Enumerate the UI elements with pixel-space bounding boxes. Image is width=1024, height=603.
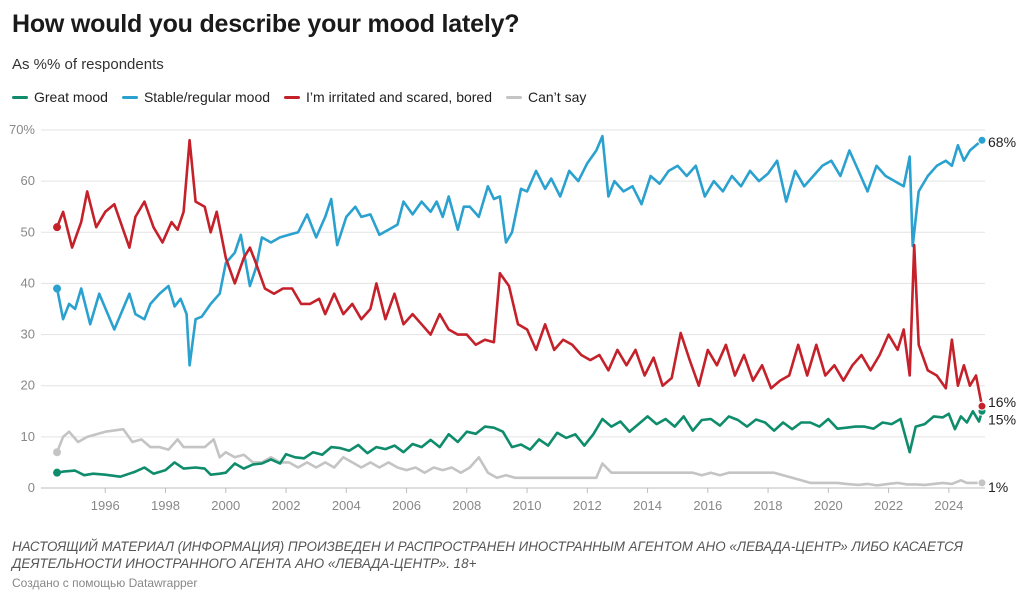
end-label-stable-mood: 68% (988, 134, 1016, 150)
legend-label: Can’t say (528, 89, 587, 105)
end-label-cant-say: 1% (988, 479, 1008, 495)
x-tick-label: 2012 (573, 498, 602, 513)
legend-item-irritated: I’m irritated and scared, bored (284, 89, 492, 105)
series-start-dot-irritated (53, 223, 62, 232)
x-tick-label: 2010 (513, 498, 542, 513)
y-tick-label: 70% (9, 122, 35, 137)
series-end-dot-cant-say (977, 478, 987, 488)
end-label-irritated: 16% (988, 394, 1016, 410)
y-tick-label: 60 (21, 173, 35, 188)
series-line-cant-say (55, 427, 984, 487)
legend-label: Great mood (34, 89, 108, 105)
chart-subtitle: As %% of respondents (12, 56, 164, 73)
y-tick-label: 0 (28, 480, 35, 495)
series-end-dot-stable-mood (977, 135, 987, 145)
y-tick-label: 10 (21, 429, 35, 444)
x-tick-label: 2022 (874, 498, 903, 513)
x-tick-label: 2000 (211, 498, 240, 513)
x-tick-label: 2002 (272, 498, 301, 513)
y-tick-label: 20 (21, 378, 35, 393)
chart-title: How would you describe your mood lately? (12, 10, 520, 38)
y-tick-label: 40 (21, 275, 35, 290)
x-tick-label: 2008 (452, 498, 481, 513)
x-tick-label: 2018 (754, 498, 783, 513)
x-tick-label: 2020 (814, 498, 843, 513)
series-start-dot-cant-say (53, 448, 62, 457)
series-line-irritated (55, 138, 984, 408)
y-tick-label: 30 (21, 327, 35, 342)
legend-item-stable-mood: Stable/regular mood (121, 89, 271, 105)
end-label-great-mood: 15% (988, 411, 1016, 427)
legend: Great mood Stable/regular mood I’m irrit… (12, 89, 586, 105)
legend-swatch (12, 95, 28, 99)
legend-label: Stable/regular mood (143, 89, 271, 105)
x-tick-label: 2006 (392, 498, 421, 513)
legend-item-cant-say: Can’t say (506, 89, 586, 105)
x-tick-label: 2024 (934, 498, 963, 513)
x-tick-label: 1998 (151, 498, 180, 513)
line-chart: 0 10 20 30 40 50 60 70% 1996 1998 2000 2002 2004 2006… (9, 122, 1016, 513)
x-tick-label: 2016 (693, 498, 722, 513)
x-tick-label: 1996 (91, 498, 120, 513)
y-tick-label: 50 (21, 224, 35, 239)
legend-label: I’m irritated and scared, bored (306, 89, 492, 105)
legend-swatch (284, 95, 301, 99)
series-line-stable-mood (55, 134, 984, 367)
datawrapper-credit: Создано с помощью Datawrapper (12, 576, 198, 590)
series-start-dot-great-mood (53, 468, 62, 477)
series-line-great-mood (55, 410, 984, 478)
foreign-agent-note: НАСТОЯЩИЙ МАТЕРИАЛ (ИНФОРМАЦИЯ) ПРОИЗВЕД… (12, 539, 963, 571)
x-tick-label: 2014 (633, 498, 662, 513)
series-start-dot-stable-mood (53, 284, 62, 293)
legend-swatch (121, 95, 138, 99)
x-tick-label: 2004 (332, 498, 361, 513)
legend-swatch (506, 95, 522, 99)
legend-item-great-mood: Great mood (12, 89, 108, 105)
series-end-dot-irritated (977, 401, 987, 411)
